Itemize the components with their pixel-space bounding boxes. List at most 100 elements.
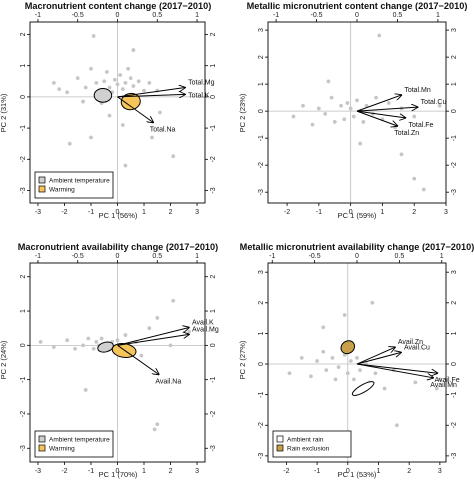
data-point — [91, 34, 96, 38]
data-point — [155, 315, 160, 320]
data-point — [104, 70, 109, 74]
data-point — [345, 371, 350, 376]
vector-label: Total.Mn — [404, 87, 431, 94]
y-tick-label: -1 — [20, 125, 27, 131]
y-tick-label: -2 — [258, 162, 265, 168]
y-tick-label: 1 — [20, 309, 27, 313]
y-tick-label: 0 — [258, 362, 265, 366]
panel-title: Metallic micronutrient availability chan… — [240, 242, 474, 252]
loading-vector — [356, 110, 397, 126]
data-point — [394, 423, 399, 428]
right-tick-label: -2 — [451, 162, 458, 168]
x-tick-label: 0 — [349, 209, 353, 216]
data-point — [99, 336, 104, 341]
top-tick-label: 0.5 — [152, 12, 162, 19]
data-point — [155, 422, 160, 427]
right-tick-label: 2 — [210, 275, 217, 279]
x-tick-label: 0 — [116, 209, 120, 216]
top-tick-label: -1 — [269, 253, 275, 260]
data-point — [323, 111, 328, 116]
loading-vector — [117, 344, 159, 374]
x-tick-label: 1 — [377, 468, 381, 475]
x-tick-label: 1 — [142, 468, 146, 475]
right-tick-label: 0 — [210, 343, 217, 347]
data-point — [316, 106, 321, 111]
data-point — [321, 325, 326, 330]
y-axis-label: PC 2 (31%) — [0, 93, 8, 132]
x-tick-label: 0 — [116, 468, 120, 475]
data-point — [102, 79, 107, 84]
legend-label: Ambient rain — [287, 437, 324, 444]
right-tick-label: 2 — [451, 301, 458, 305]
x-tick-label: -1 — [314, 468, 320, 475]
data-point — [348, 359, 353, 363]
data-point — [309, 374, 313, 379]
right-tick-label: -2 — [210, 411, 217, 417]
y-tick-label: -3 — [20, 445, 27, 451]
legend-swatch — [38, 185, 46, 193]
legend-label: Warming — [49, 446, 75, 453]
top-tick-label: 1 — [436, 12, 440, 19]
x-axis-label: PC 1 (70%) — [99, 470, 138, 479]
vector-label: Total.Na — [150, 126, 176, 133]
data-point — [355, 356, 359, 360]
legend-label: Rain exclusion — [287, 446, 330, 453]
data-point — [351, 114, 356, 119]
y-tick-label: -2 — [20, 156, 27, 162]
right-tick-label: 3 — [451, 270, 458, 274]
top-tick-label: -0.5 — [309, 253, 321, 260]
legend-swatch — [38, 176, 46, 184]
x-axis-label: PC 1 (59%) — [338, 211, 377, 220]
x-tick-label: 0 — [346, 468, 350, 475]
y-tick-label: 3 — [258, 270, 265, 274]
panel-metallic-availability: Metallic micronutrient availability chan… — [238, 242, 474, 479]
data-point — [123, 333, 128, 337]
data-point — [355, 98, 359, 103]
panel-title: Macronutrient content change (2017−2010) — [25, 1, 212, 11]
loading-vector — [356, 107, 418, 112]
y-axis-label: PC 2 (23%) — [238, 93, 247, 132]
data-point — [91, 346, 96, 351]
data-point — [120, 123, 125, 127]
group-ellipse — [120, 92, 141, 111]
data-point — [345, 101, 350, 105]
data-point — [158, 110, 162, 115]
panel-macronutrient-availability: Macronutrient availability change (2017−… — [0, 242, 219, 479]
y-tick-label: 3 — [258, 28, 265, 32]
data-point — [38, 340, 43, 344]
x-tick-label: 3 — [195, 468, 199, 475]
top-tick-label: 0.5 — [393, 12, 403, 19]
data-point — [364, 103, 369, 108]
x-tick-label: -3 — [35, 468, 41, 475]
loading-vector — [356, 95, 402, 112]
data-point — [73, 346, 77, 351]
y-axis-label: PC 2 (24%) — [0, 340, 8, 379]
vector-label: Avail.Fe — [435, 377, 460, 384]
data-point — [437, 377, 442, 382]
data-point — [150, 135, 154, 140]
x-tick-label: 3 — [195, 209, 199, 216]
x-axis-label: PC 1 (53%) — [338, 470, 377, 479]
vector-label: Total.Cu — [421, 99, 447, 106]
right-tick-label: 2 — [451, 55, 458, 59]
top-tick-label: 0 — [116, 253, 120, 260]
legend-box — [34, 171, 114, 199]
data-point — [377, 33, 382, 38]
data-point — [51, 345, 56, 349]
x-tick-label: 2 — [412, 209, 416, 216]
loading-vector — [117, 328, 190, 346]
right-tick-label: 1 — [451, 82, 458, 86]
data-point — [75, 76, 80, 81]
right-tick-label: 2 — [210, 32, 217, 36]
data-point — [382, 386, 387, 391]
data-point — [412, 176, 417, 181]
loading-vector — [117, 94, 186, 96]
y-tick-label: 0 — [20, 343, 27, 347]
data-point — [329, 95, 334, 100]
data-point — [89, 135, 93, 140]
x-tick-label: -2 — [283, 468, 289, 475]
top-tick-label: 1 — [440, 253, 444, 260]
panel-metallic-content: Metallic micronutrient content change (2… — [238, 1, 467, 220]
right-tick-label: -3 — [210, 445, 217, 451]
right-tick-label: -1 — [210, 376, 217, 382]
